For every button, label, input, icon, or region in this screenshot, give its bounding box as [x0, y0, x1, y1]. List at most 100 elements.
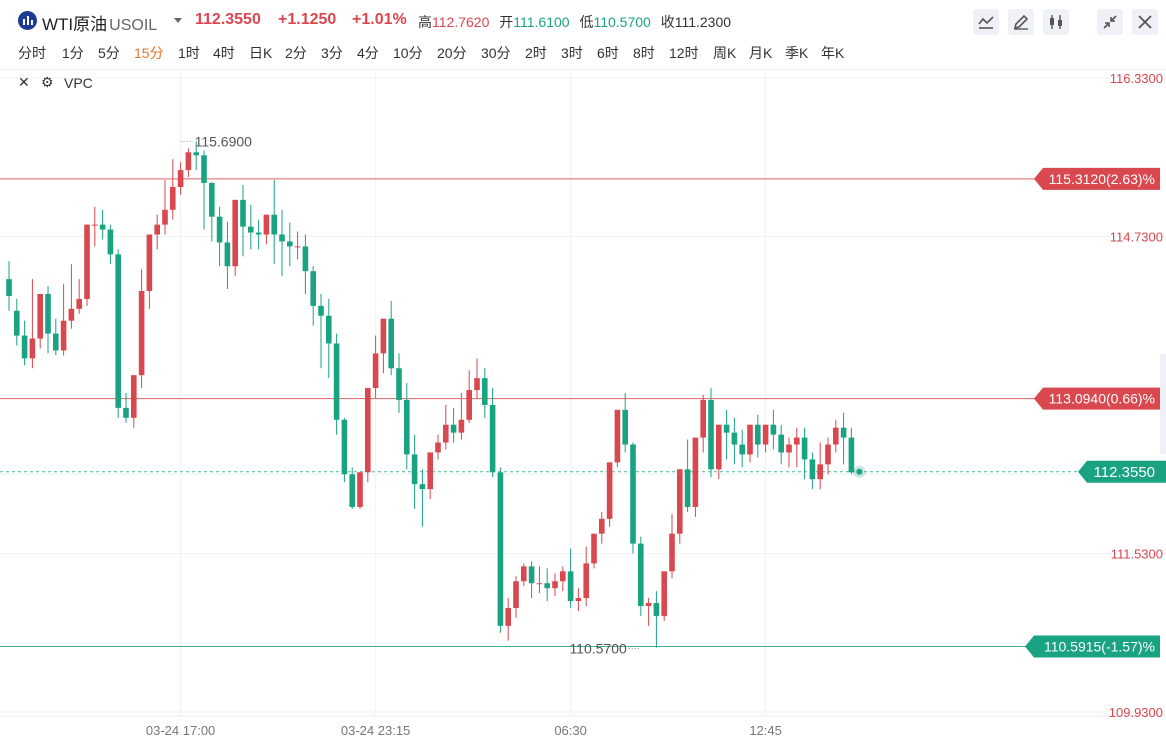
candle-body-95: [747, 424, 753, 455]
candle-body-42: [333, 343, 340, 420]
candle-body-51: [404, 399, 410, 455]
timeframe-1[interactable]: 1分: [62, 45, 84, 61]
candle-body-59: [466, 390, 472, 420]
timeframe-0[interactable]: 分时: [18, 45, 46, 61]
candle-body-27: [216, 216, 223, 243]
high-label: 高: [418, 14, 432, 30]
candle-body-67: [528, 566, 535, 584]
candle-body-19: [154, 224, 160, 235]
instrument-title[interactable]: WTI原油 USOIL: [42, 10, 157, 35]
timeframe-15[interactable]: 6时: [597, 45, 619, 61]
x-tick-label-3: 12:45: [749, 723, 782, 738]
candle-body-15: [123, 407, 129, 418]
candle-body-21: [170, 186, 176, 210]
candle-body-82: [645, 603, 652, 607]
price-axis-handle: [1160, 354, 1166, 454]
candle-body-32: [255, 232, 262, 235]
y-tick-label-0: 116.3300: [1110, 71, 1163, 86]
candle-body-58: [458, 419, 465, 433]
timeframe-12[interactable]: 30分: [481, 45, 511, 61]
candle-body-34: [271, 214, 277, 235]
candle-type-icon[interactable]: [1043, 9, 1069, 35]
candle-body-87: [684, 469, 691, 507]
timeframe-2[interactable]: 5分: [98, 45, 120, 61]
candle-body-29: [232, 199, 238, 267]
chart-logo-icon: [18, 11, 37, 30]
candle-body-3: [29, 338, 36, 359]
timeframe-14[interactable]: 3时: [561, 45, 583, 61]
alert-label-1: 113.0940(0.66)%: [1049, 391, 1155, 407]
timeframe-20[interactable]: 季K: [785, 45, 809, 61]
timeframe-5[interactable]: 4时: [213, 45, 235, 61]
candle-body-17: [138, 290, 145, 376]
timeframe-13[interactable]: 2时: [525, 45, 547, 61]
timeframe-bar: 分时 1分 5分 15分 1时 4时 日K 2分 3分 4分 10分 20分 30分 2时 3时 6时 8时 12…: [0, 40, 1166, 64]
indicator-icon[interactable]: [973, 9, 999, 35]
candle-body-84: [661, 571, 667, 616]
timeframe-9[interactable]: 4分: [357, 45, 379, 61]
timeframe-7[interactable]: 2分: [285, 45, 307, 61]
candle-body-5: [45, 293, 51, 334]
timeframe-6[interactable]: 日K: [249, 45, 273, 61]
low-label: 低: [579, 14, 594, 30]
remove-indicator-icon[interactable]: ✕: [18, 74, 30, 90]
candle-body-52: [411, 454, 418, 485]
candle-body-96: [755, 424, 761, 445]
candle-body-44: [349, 474, 355, 507]
open-value: 111.6100: [513, 14, 570, 30]
timeframe-3[interactable]: 15分: [134, 45, 164, 61]
candle-body-8: [68, 308, 75, 321]
timeframe-18[interactable]: 周K: [713, 45, 737, 61]
candle-body-75: [591, 533, 597, 564]
candle-body-100: [786, 444, 792, 453]
x-tick-label-1: 03-24 23:15: [341, 723, 410, 738]
gear-icon[interactable]: ⚙: [41, 74, 54, 90]
candle-body-93: [731, 432, 738, 445]
candle-body-79: [622, 409, 628, 445]
candle-body-25: [201, 155, 207, 184]
timeframe-11[interactable]: 20分: [437, 45, 467, 61]
candle-body-103: [809, 459, 816, 480]
chevron-down-icon[interactable]: [174, 18, 182, 23]
timeframe-8[interactable]: 3分: [321, 45, 343, 61]
candle-body-54: [427, 452, 433, 490]
candle-body-62: [489, 404, 496, 473]
draw-pen-icon[interactable]: [1008, 9, 1034, 35]
candle-body-88: [692, 437, 699, 507]
y-tick-label-2: 111.5300: [1111, 547, 1163, 562]
current-price-label: 112.3550: [1094, 464, 1155, 481]
high-value: 112.7620: [432, 14, 490, 30]
candle-body-90: [708, 399, 714, 470]
candle-body-86: [677, 469, 683, 534]
close-value: 111.2300: [674, 14, 732, 30]
candle-body-46: [365, 388, 371, 473]
candle-body-74: [583, 563, 589, 599]
collapse-icon[interactable]: [1097, 9, 1123, 35]
last-price: 112.3550: [195, 11, 261, 28]
candle-body-106: [833, 427, 839, 445]
candle-body-97: [762, 424, 769, 445]
candle-body-108: [848, 437, 855, 473]
close-icon[interactable]: [1132, 9, 1158, 35]
candle-body-28: [224, 242, 231, 267]
candle-body-37: [294, 246, 301, 248]
candle-body-107: [840, 427, 847, 438]
timeframe-16[interactable]: 8时: [633, 45, 655, 61]
timeframe-21[interactable]: 年K: [821, 45, 845, 61]
candle-body-98: [770, 424, 777, 435]
candle-body-105: [825, 444, 831, 465]
timeframe-4[interactable]: 1时: [178, 45, 200, 61]
open-label: 开: [499, 14, 514, 30]
close-label: 收: [660, 14, 675, 30]
candle-body-104: [817, 464, 823, 480]
instrument-symbol: USOIL: [109, 17, 158, 34]
candle-body-36: [287, 241, 293, 247]
timeframe-17[interactable]: 12时: [669, 45, 699, 61]
candle-body-55: [435, 442, 441, 453]
candle-body-101: [794, 437, 800, 445]
candle-body-53: [419, 484, 426, 490]
timeframe-10[interactable]: 10分: [393, 45, 423, 61]
timeframe-19[interactable]: 月K: [749, 45, 773, 61]
candle-body-14: [115, 254, 121, 408]
